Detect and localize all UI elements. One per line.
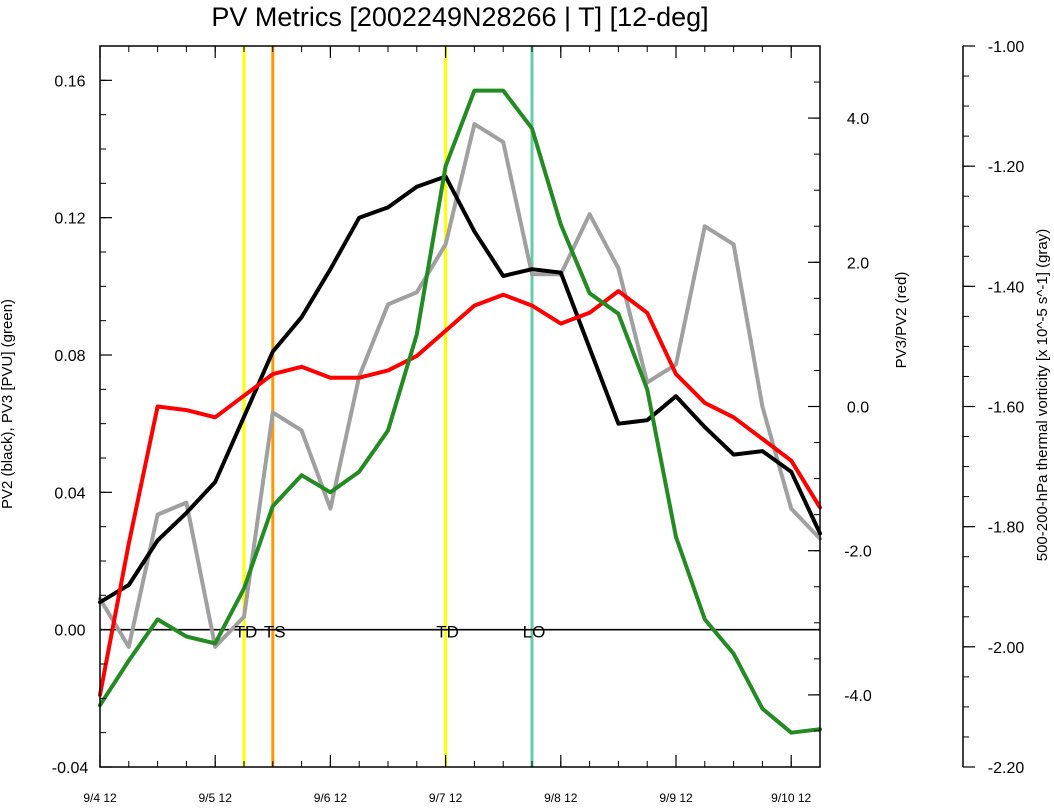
event-label-td-0: TD xyxy=(235,623,258,642)
x-tick-label: 9/7 12 xyxy=(429,791,463,805)
left-tick-label: 0.12 xyxy=(54,211,85,228)
far-right-axis-label: 500-200-hPa thermal vorticity [x 10^-5 s… xyxy=(1034,229,1051,562)
far-tick-label: -2.20 xyxy=(988,760,1025,777)
chart-title: PV Metrics [2002249N28266 | T] [12-deg] xyxy=(211,2,708,32)
left-tick-label: 0.08 xyxy=(54,348,85,365)
series-line-pv3 xyxy=(98,88,822,735)
x-tick-label: 9/8 12 xyxy=(544,791,578,805)
left-tick-label: -0.04 xyxy=(52,760,89,777)
far-tick-label: -1.40 xyxy=(988,279,1025,296)
series-line-pv2 xyxy=(98,174,822,605)
right-tick-label: 0.0 xyxy=(847,400,869,417)
event-label-lo-3: LO xyxy=(523,623,546,642)
far-tick-label: -1.60 xyxy=(988,400,1025,417)
far-right-axis: -2.20 -2.00 -1.80 -1.60 -1.40 -1.20 -1.00 xyxy=(962,39,1025,777)
left-tick-label: 0.04 xyxy=(54,485,85,502)
x-tick-label: 9/9 12 xyxy=(659,791,693,805)
event-labels: TD TS TD LO xyxy=(235,623,546,642)
event-label-td-2: TD xyxy=(436,623,459,642)
right-axis-label: PV3/PV2 (red) xyxy=(893,272,910,369)
far-tick-label: -2.00 xyxy=(988,640,1025,657)
right-axis: -4.0 -2.0 0.0 2.0 4.0 xyxy=(808,45,872,768)
x-tick-label: 9/6 12 xyxy=(314,791,348,805)
event-label-ts-1: TS xyxy=(264,623,286,642)
series-line-pv3-pv2 xyxy=(98,289,822,697)
series-line-500-200-hpa-thermal-vorticity xyxy=(98,122,822,649)
right-tick-label: 4.0 xyxy=(847,111,869,128)
left-tick-label: 0.16 xyxy=(54,73,85,90)
x-tick-label: 9/5 12 xyxy=(199,791,233,805)
left-axis-label: PV2 (black), PV3 [PVU] (green) xyxy=(0,299,16,509)
far-tick-label: -1.20 xyxy=(988,159,1025,176)
event-lines xyxy=(242,46,534,767)
left-tick-label: 0.00 xyxy=(54,623,85,640)
series-lines xyxy=(98,88,822,735)
x-tick-label: 9/10 12 xyxy=(771,791,811,805)
x-axis: 9/4 12 9/5 12 9/6 12 9/7 12 9/8 12 9/9 12 9/10… xyxy=(83,46,821,805)
right-tick-label: 2.0 xyxy=(847,255,869,272)
far-tick-label: -1.00 xyxy=(988,39,1025,56)
left-axis: -0.04 0.00 0.04 0.08 0.12 0.16 xyxy=(52,45,112,777)
x-tick-label: 9/4 12 xyxy=(83,791,117,805)
right-tick-label: -2.0 xyxy=(844,544,872,561)
far-tick-label: -1.80 xyxy=(988,520,1025,537)
right-tick-label: -4.0 xyxy=(844,688,872,705)
